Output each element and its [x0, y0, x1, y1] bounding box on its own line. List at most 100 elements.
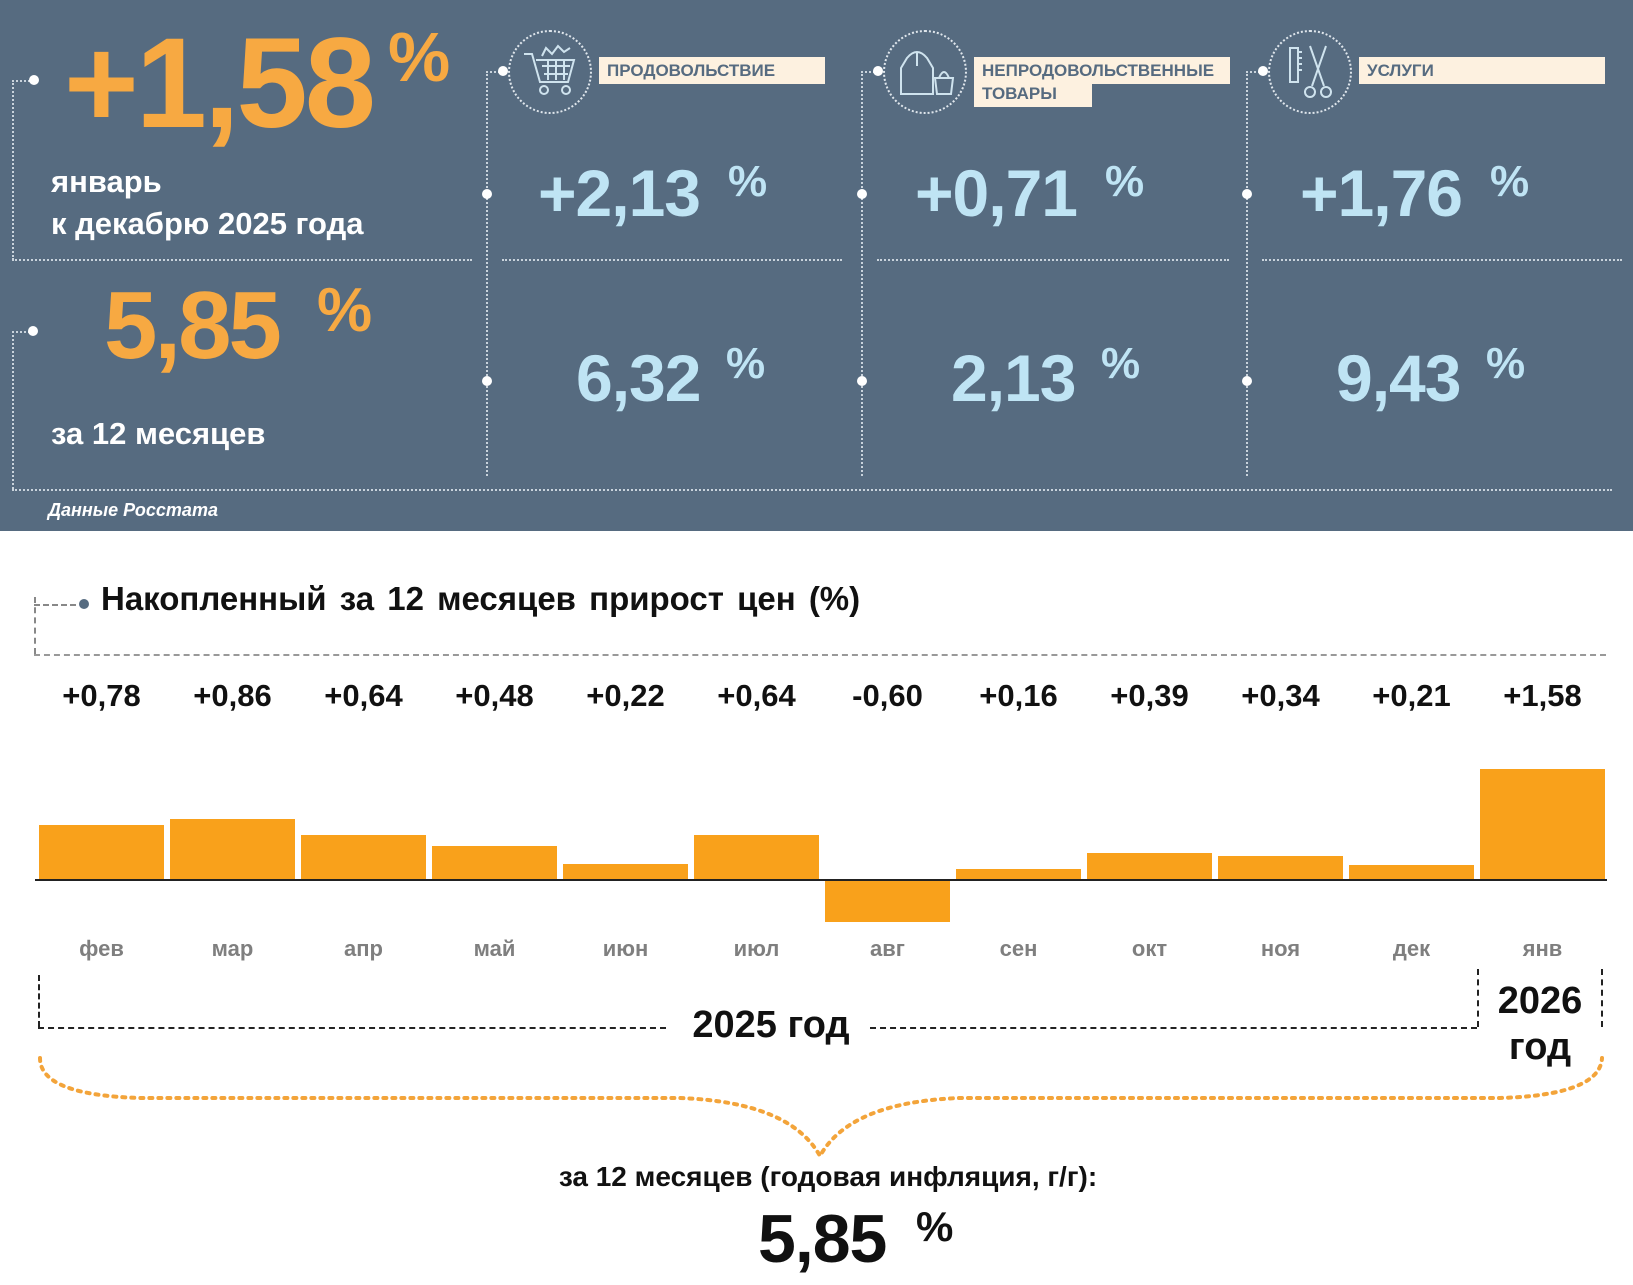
- category-label: УСЛУГИ: [1359, 57, 1605, 84]
- summary-caption: за 12 месяцев (годовая инфляция, г/г):: [558, 1161, 1098, 1192]
- month-label: мар: [211, 936, 254, 961]
- category-annual-unit: %: [726, 339, 765, 388]
- bar-ноя: [1218, 856, 1343, 880]
- column-connector: [1246, 71, 1260, 73]
- bullet-dot: [482, 189, 492, 199]
- source-note: Данные Росстата: [48, 500, 218, 520]
- month-label: дек: [1392, 936, 1431, 961]
- bullet-dot: [1258, 66, 1268, 76]
- bullet-dot: [498, 66, 508, 76]
- category-label: НЕПРОДОВОЛЬСТВЕННЫЕ: [974, 57, 1230, 84]
- data-label: +0,22: [586, 678, 665, 713]
- year-bracket: [1477, 969, 1479, 1027]
- category-monthly-unit: %: [728, 157, 767, 206]
- data-label: +0,16: [979, 678, 1058, 713]
- data-label: +0,34: [1241, 678, 1320, 713]
- category-annual-value: 6,32: [576, 341, 701, 415]
- month-label: сен: [999, 936, 1038, 961]
- year-bracket: [38, 1027, 666, 1029]
- year-2025-label: 2025 год: [692, 1004, 850, 1046]
- summary-unit: %: [916, 1203, 954, 1250]
- divider: [12, 259, 472, 261]
- month-label: апр: [344, 936, 383, 961]
- category-annual-value: 2,13: [951, 341, 1076, 415]
- bullet-dot: [79, 599, 89, 609]
- bar-мар: [170, 819, 295, 880]
- bar-янв: [1480, 768, 1605, 880]
- bullet-dot: [873, 66, 883, 76]
- column-connector: [861, 71, 875, 73]
- divider: [877, 259, 1229, 261]
- column-connector: [486, 71, 488, 476]
- chart-title: Накопленный за 12 месяцев прирост цен (%…: [101, 580, 861, 617]
- bullet-dot: [1242, 189, 1252, 199]
- bar-сен: [956, 868, 1081, 880]
- zero-axis: [35, 879, 1607, 881]
- data-label: +0,64: [717, 678, 796, 713]
- title-connector: [34, 604, 76, 606]
- bullet-dot: [482, 376, 492, 386]
- month-label: янв: [1522, 936, 1563, 961]
- year-2026-label-2: год: [1508, 1026, 1572, 1068]
- bullet-dot: [29, 75, 39, 85]
- divider: [1262, 259, 1622, 261]
- category-monthly-value: +1,76: [1300, 156, 1463, 230]
- category-annual-unit: %: [1486, 339, 1525, 388]
- annual-caption: за 12 месяцев: [51, 416, 266, 451]
- summary-value: 5,85: [758, 1201, 887, 1277]
- bar-июл: [694, 834, 819, 880]
- divider: [502, 259, 842, 261]
- bullet-dot: [28, 326, 38, 336]
- bar-авг: [825, 880, 950, 923]
- month-label: авг: [870, 936, 905, 961]
- data-label: +0,64: [324, 678, 403, 713]
- category-monthly-value: +2,13: [538, 156, 701, 230]
- monthly-inflation-value: +1,58: [64, 12, 376, 155]
- monthly-caption-1: январь: [51, 164, 162, 199]
- bar-фев: [39, 825, 164, 880]
- month-label: май: [473, 936, 516, 961]
- month-label: окт: [1131, 936, 1168, 961]
- year-bracket: [870, 1027, 1477, 1029]
- shopping-cart-icon: [508, 30, 592, 114]
- connector: [12, 331, 14, 489]
- connector: [12, 331, 30, 333]
- year-bracket: [1601, 969, 1603, 1027]
- column-connector: [1246, 71, 1248, 476]
- monthly-caption-2: к декабрю 2025 года: [51, 206, 364, 241]
- category-annual-value: 9,43: [1336, 341, 1461, 415]
- column-connector: [861, 71, 863, 476]
- column-connector: [486, 71, 500, 73]
- category-annual-unit: %: [1101, 339, 1140, 388]
- year-2026-label: 2026: [1497, 980, 1583, 1022]
- data-label: -0,60: [852, 678, 923, 713]
- bullet-dot: [857, 376, 867, 386]
- category-label-2: ТОВАРЫ: [974, 84, 1092, 107]
- category-monthly-unit: %: [1105, 157, 1144, 206]
- bar-июн: [563, 864, 688, 880]
- annual-inflation-unit: %: [317, 276, 372, 345]
- comb-scissors-icon: [1268, 30, 1352, 114]
- month-label: июл: [733, 936, 780, 961]
- data-label: +0,39: [1110, 678, 1189, 713]
- summary-panel: +1,58 % январь к декабрю 2025 года 5,85 …: [0, 0, 1633, 531]
- month-label: фев: [79, 936, 124, 961]
- bullet-dot: [857, 189, 867, 199]
- data-label: +0,86: [193, 678, 272, 713]
- divider: [12, 489, 1612, 491]
- data-label: +0,48: [455, 678, 534, 713]
- bar-апр: [301, 834, 426, 880]
- data-label: +0,21: [1372, 678, 1451, 713]
- data-label: +1,58: [1503, 678, 1582, 713]
- bar-окт: [1087, 852, 1212, 880]
- clothing-bag-icon: [883, 30, 967, 114]
- title-connector: [34, 597, 36, 654]
- bar-дек: [1349, 865, 1474, 880]
- bar-май: [432, 846, 557, 880]
- data-label: +0,78: [62, 678, 141, 713]
- category-monthly-unit: %: [1490, 157, 1529, 206]
- connector: [12, 80, 30, 82]
- annual-inflation-value: 5,85: [104, 272, 282, 379]
